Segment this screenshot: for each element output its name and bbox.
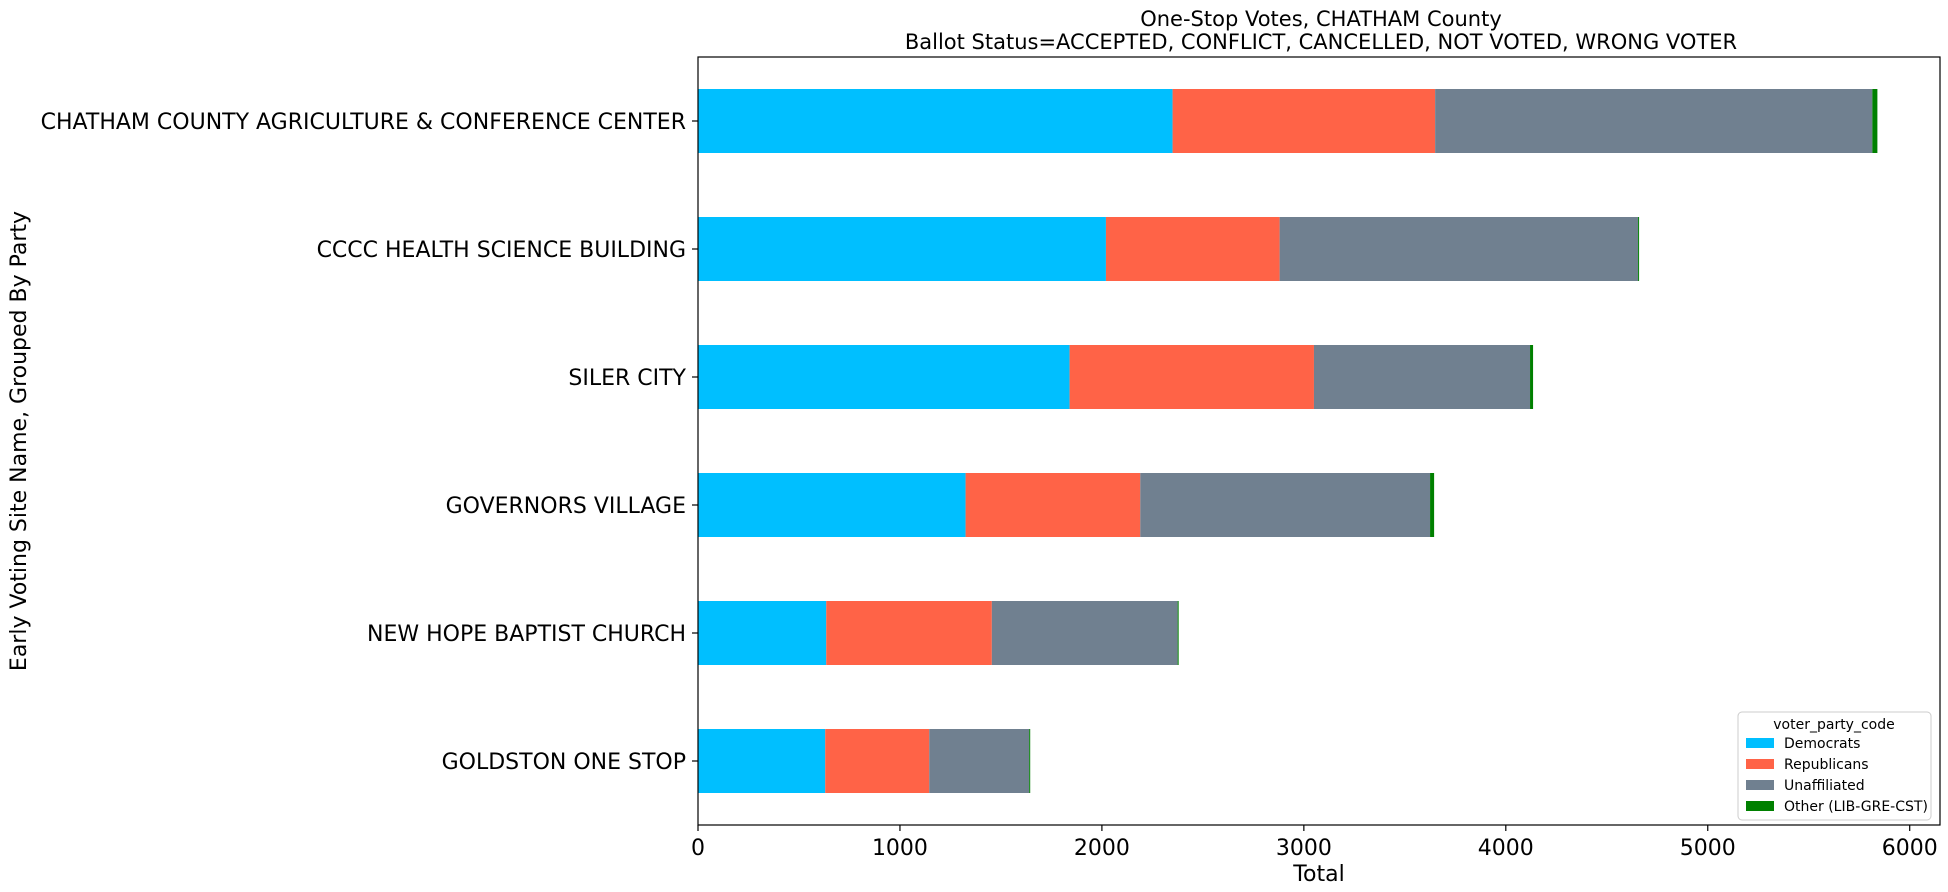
x-tick-label: 2000 (1074, 836, 1130, 861)
category-label: CHATHAM COUNTY AGRICULTURE & CONFERENCE … (41, 110, 686, 135)
bars-layer (698, 89, 1878, 793)
plot-frame (697, 56, 1941, 826)
legend-swatch (1746, 801, 1774, 811)
legend-items: Democrats Republicans Unaffiliated Other (L… (1746, 736, 1928, 815)
bar-2-series-4 (1638, 217, 1640, 281)
x-tick-label: 5000 (1680, 836, 1736, 861)
x-axis-ticks: 0 1000 2000 3000 4000 5000 6000 (691, 825, 1938, 861)
legend-swatch (1746, 780, 1774, 790)
bar-4-series-4 (1430, 473, 1435, 537)
bar-6-series-3 (929, 729, 1030, 793)
bar-1-series-2 (1172, 89, 1436, 153)
legend-box (1737, 711, 1932, 821)
legend-swatch (1746, 759, 1774, 769)
x-tick-label: 3000 (1276, 836, 1332, 861)
category-label: GOLDSTON ONE STOP (442, 750, 686, 775)
chart-subtitle: Ballot Status=ACCEPTED, CONFLICT, CANCEL… (905, 30, 1737, 54)
bar-6-series-4 (1029, 729, 1031, 793)
legend-label: Democrats (1784, 736, 1860, 752)
bar-1-series-4 (1872, 89, 1878, 153)
legend-label: Republicans (1784, 757, 1869, 773)
bar-1-series-3 (1435, 89, 1873, 153)
bar-6-series-1 (698, 729, 826, 793)
category-label: SILER CITY (568, 366, 686, 391)
legend-title: voter_party_code (1773, 717, 1894, 733)
x-axis-label: Total (1292, 862, 1344, 887)
bar-6-series-2 (825, 729, 930, 793)
bar-3-series-4 (1530, 345, 1534, 409)
bar-4-series-2 (965, 473, 1141, 537)
legend-label: Other (LIB-GRE-CST) (1784, 799, 1928, 815)
bar-3-series-2 (1069, 345, 1314, 409)
bar-5-series-4 (1177, 601, 1179, 665)
legend-swatch (1746, 738, 1774, 748)
bar-3-series-3 (1313, 345, 1531, 409)
bar-1-series-1 (698, 89, 1173, 153)
bar-5-series-3 (991, 601, 1178, 665)
y-axis-label: Early Voting Site Name, Grouped By Party (7, 211, 32, 671)
chart-title: One-Stop Votes, CHATHAM County (1140, 7, 1502, 31)
legend-label: Unaffiliated (1784, 778, 1865, 794)
legend: voter_party_code Democrats Republicans Una… (1737, 711, 1932, 821)
x-tick-label: 4000 (1478, 836, 1534, 861)
x-tick-label: 6000 (1882, 836, 1938, 861)
category-label: NEW HOPE BAPTIST CHURCH (367, 622, 686, 647)
category-label: GOVERNORS VILLAGE (446, 494, 686, 519)
bar-2-series-2 (1105, 217, 1280, 281)
bar-4-series-1 (698, 473, 966, 537)
bar-4-series-3 (1140, 473, 1431, 537)
category-labels: CHATHAM COUNTY AGRICULTURE & CONFERENCE … (41, 110, 698, 775)
bar-2-series-1 (698, 217, 1106, 281)
bar-5-series-2 (826, 601, 992, 665)
x-tick-label: 1000 (872, 836, 928, 861)
bar-5-series-1 (698, 601, 827, 665)
x-tick-label: 0 (691, 836, 705, 861)
bar-3-series-1 (698, 345, 1070, 409)
bar-2-series-3 (1279, 217, 1639, 281)
category-label: CCCC HEALTH SCIENCE BUILDING (317, 238, 686, 263)
